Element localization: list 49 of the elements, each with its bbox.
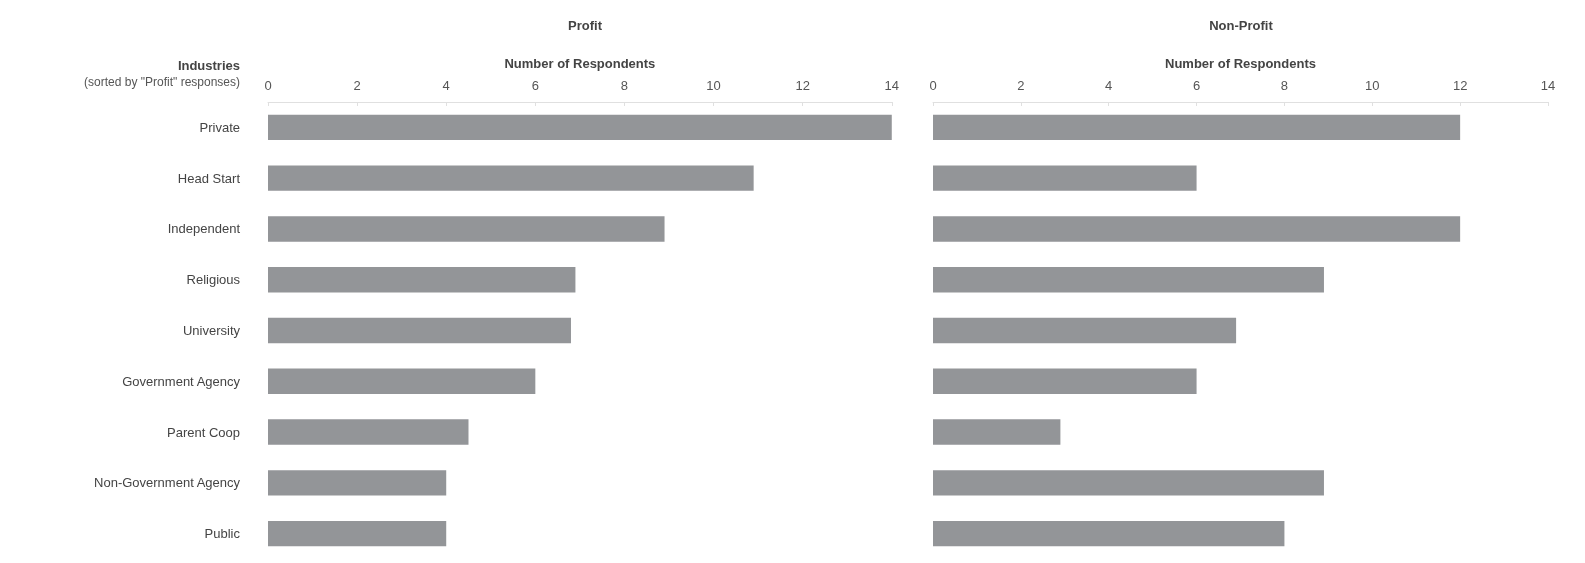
bar [268,368,536,394]
x-tick-label: 0 [264,78,272,93]
y-axis-title: Industries [177,58,240,73]
bar [268,470,447,496]
chart-title: Profit [568,18,603,33]
x-tick-label: 12 [795,78,810,93]
y-tick-label: University [182,323,241,338]
text: (sorted by "Profit" responses) [84,75,241,89]
bar [268,520,447,547]
x-tick-label: 14 [884,78,899,93]
x-tick-label: 8 [1280,78,1289,93]
bar [933,419,1061,445]
y-tick-label: Private [199,119,240,135]
y-tick-label: Head Start [177,170,241,186]
x-tick-label: 0 [929,78,937,93]
y-tick-label: Independent [167,221,241,237]
bar [933,165,1197,191]
x-axis-title: Number of Respondents [1165,56,1316,71]
x-tick-label: 12 [1452,78,1468,93]
y-tick-label: Public [204,526,241,542]
x-tick-label: 4 [1105,78,1113,93]
bar [933,216,1461,242]
bar [933,368,1197,394]
y-tick-label: Non-Government Agency [94,475,241,491]
bar [268,267,576,293]
x-tick-label: 6 [531,78,539,93]
x-tick-label: 14 [1540,78,1556,93]
x-tick-label: 2 [353,78,361,93]
bar [268,216,665,242]
chart-title: Non-Profit [1209,18,1274,33]
bar [933,317,1237,344]
bar [268,114,892,141]
x-tick-label: 4 [442,78,450,93]
y-tick-label: Religious [186,272,241,288]
bar [933,470,1324,496]
x-tick-label: 6 [1192,78,1201,93]
bar [933,520,1285,547]
bar [268,419,469,445]
y-tick-label: Government Agency [122,373,241,389]
bar [268,165,754,191]
x-axis-title: Number of Respondents [504,56,656,71]
y-tick-label: Parent Coop [167,424,240,440]
bar [268,317,571,344]
x-tick-label: 10 [706,78,721,93]
bar [933,267,1324,293]
x-tick-label: 2 [1017,78,1025,93]
bar [933,114,1461,141]
x-tick-label: 10 [1365,78,1380,93]
x-tick-label: 8 [620,78,629,93]
